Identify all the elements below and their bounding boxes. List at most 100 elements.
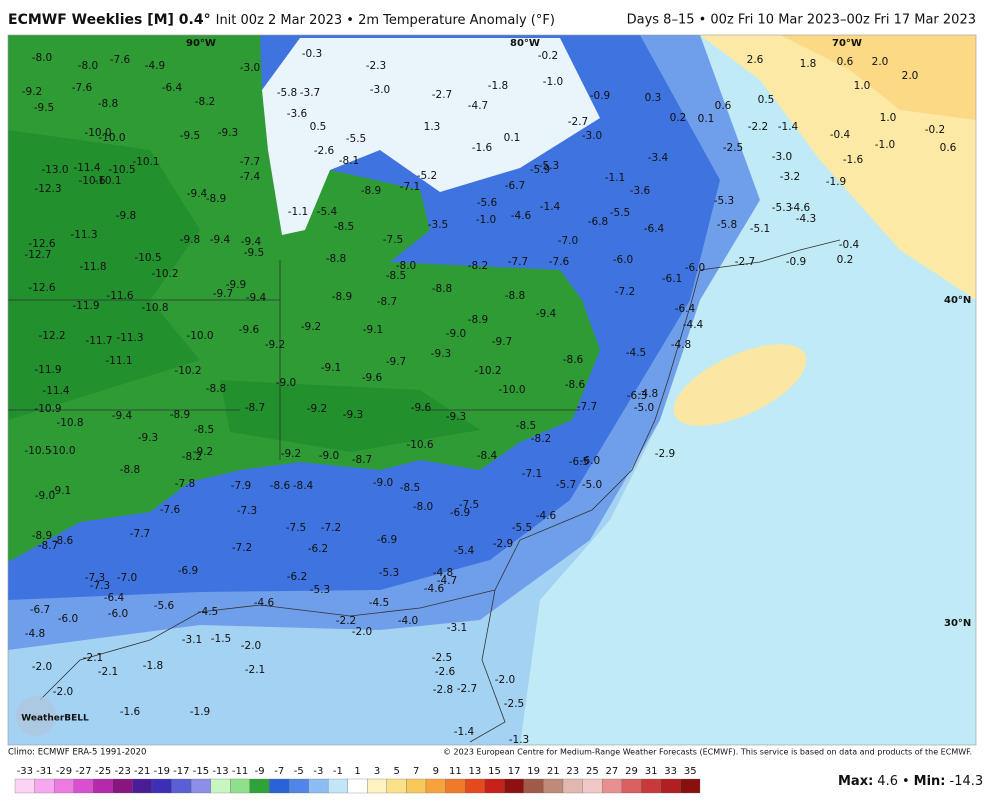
anomaly-value: -7.7 <box>508 256 529 268</box>
anomaly-value: -4.8 <box>638 388 659 400</box>
anomaly-value: -6.0 <box>108 608 129 620</box>
anomaly-value: -10.5 <box>134 252 161 264</box>
anomaly-value: -6.7 <box>505 180 526 192</box>
anomaly-value: -11.6 <box>106 290 133 302</box>
anomaly-value: -7.6 <box>110 54 131 66</box>
anomaly-value: -10.0 <box>186 330 213 342</box>
anomaly-value: -3.0 <box>772 151 793 163</box>
anomaly-value: -3.6 <box>630 185 651 197</box>
anomaly-value: -2.3 <box>366 60 387 72</box>
colorbar-label: 31 <box>645 766 658 777</box>
anomaly-value: -4.8 <box>433 567 454 579</box>
anomaly-value: -8.5 <box>400 482 421 494</box>
anomaly-value: -8.1 <box>339 155 360 167</box>
colorbar-label: 33 <box>664 766 677 777</box>
anomaly-value: -4.5 <box>369 597 390 609</box>
anomaly-value: 0.3 <box>645 92 662 104</box>
init-info: Init 00z 2 Mar 2023 • 2m Temperature Ano… <box>216 13 555 28</box>
anomaly-value: -4.6 <box>536 510 557 522</box>
boundaries <box>8 239 841 743</box>
anomaly-value: -6.7 <box>30 604 51 616</box>
anomaly-value: -6.9 <box>178 565 199 577</box>
anomaly-value: -0.2 <box>925 124 946 136</box>
colorbar-swatch <box>621 778 642 794</box>
anomaly-value: 1.3 <box>424 121 441 133</box>
anomaly-value: -7.4 <box>240 171 261 183</box>
anomaly-value: -1.6 <box>120 706 141 718</box>
anomaly-value: -2.9 <box>655 448 676 460</box>
anomaly-value: -8.7 <box>377 296 398 308</box>
colorbar-label: -11 <box>232 766 248 777</box>
anomaly-value: -5.0 <box>634 402 655 414</box>
anomaly-value: -4.6 <box>254 597 275 609</box>
anomaly-value: -8.5 <box>194 424 215 436</box>
anomaly-value: -10.5 <box>108 164 135 176</box>
anomaly-value: -8.9 <box>206 193 227 205</box>
anomaly-value: -10.0 <box>84 127 111 139</box>
anomaly-value: -10.5 <box>24 445 51 457</box>
anomaly-value: -8.9 <box>361 185 382 197</box>
anomaly-value: -13.0 <box>41 164 68 176</box>
anomaly-value: -6.9 <box>450 507 471 519</box>
anomaly-value: -6.2 <box>287 571 308 583</box>
anomaly-value: -0.9 <box>786 256 807 268</box>
anomaly-value: -1.9 <box>826 176 847 188</box>
anomaly-value: -2.0 <box>32 661 53 673</box>
anomaly-value: -7.5 <box>383 234 404 246</box>
anomaly-value: -2.6 <box>435 666 456 678</box>
colorbar-swatch <box>543 778 564 794</box>
anomaly-value: -6.9 <box>377 534 398 546</box>
colorbar-swatch <box>53 778 74 794</box>
colorbar-swatch <box>680 778 701 794</box>
anomaly-value: -0.4 <box>830 129 851 141</box>
anomaly-value: -8.9 <box>332 291 353 303</box>
field <box>673 344 807 426</box>
anomaly-value: -1.0 <box>476 214 497 226</box>
anomaly-value: -10.8 <box>56 417 83 429</box>
anomaly-value: -6.4 <box>644 223 665 235</box>
colorbar-label: -3 <box>313 766 323 777</box>
colorbar-swatch <box>171 778 192 794</box>
colorbar-label: -31 <box>36 766 52 777</box>
anomaly-value: -7.3 <box>237 505 258 517</box>
anomaly-value: -11.9 <box>34 364 61 376</box>
anomaly-value: -2.5 <box>432 652 453 664</box>
colorbar-swatch <box>347 778 368 794</box>
anomaly-value: 2.6 <box>747 54 764 66</box>
anomaly-value: -10.2 <box>474 365 501 377</box>
anomaly-value: -5.8 <box>277 87 298 99</box>
anomaly-value: -2.2 <box>748 121 769 133</box>
anomaly-value: -9.3 <box>431 348 452 360</box>
anomaly-value: -4.9 <box>145 60 166 72</box>
anomaly-value: -1.4 <box>540 201 561 213</box>
anomaly-value: -11.8 <box>79 261 106 273</box>
colorbar-swatch <box>523 778 544 794</box>
anomaly-value: -8.6 <box>270 480 291 492</box>
anomaly-value: -6.1 <box>662 273 683 285</box>
anomaly-value: -1.6 <box>843 154 864 166</box>
anomaly-value: -9.9 <box>226 279 247 291</box>
anomaly-value: 0.5 <box>310 121 327 133</box>
anomaly-value: -9.4 <box>241 236 262 248</box>
anomaly-value: -2.7 <box>568 116 589 128</box>
anomaly-value: 1.0 <box>854 80 871 92</box>
colorbar-label: -27 <box>75 766 91 777</box>
anomaly-value: -2.5 <box>723 142 744 154</box>
anomaly-value: -2.9 <box>493 538 514 550</box>
anomaly-value: -11.4 <box>73 162 100 174</box>
anomaly-value: 0.1 <box>504 132 521 144</box>
colorbar-swatch <box>660 778 681 794</box>
anomaly-value: 2.0 <box>872 56 889 68</box>
anomaly-value: -9.5 <box>244 247 265 259</box>
anomaly-value: -11.1 <box>105 355 132 367</box>
colorbar-label: -13 <box>212 766 228 777</box>
colorbar-swatch <box>190 778 211 794</box>
anomaly-value: -9.4 <box>246 292 267 304</box>
anomaly-value: -4.5 <box>198 606 219 618</box>
colorbar-label: 5 <box>393 766 399 777</box>
anomaly-value: -4.7 <box>468 100 489 112</box>
anomaly-value: 0.2 <box>837 254 854 266</box>
anomaly-value: -2.0 <box>352 626 373 638</box>
colorbar-swatch <box>464 778 485 794</box>
anomaly-value: -7.5 <box>459 499 480 511</box>
